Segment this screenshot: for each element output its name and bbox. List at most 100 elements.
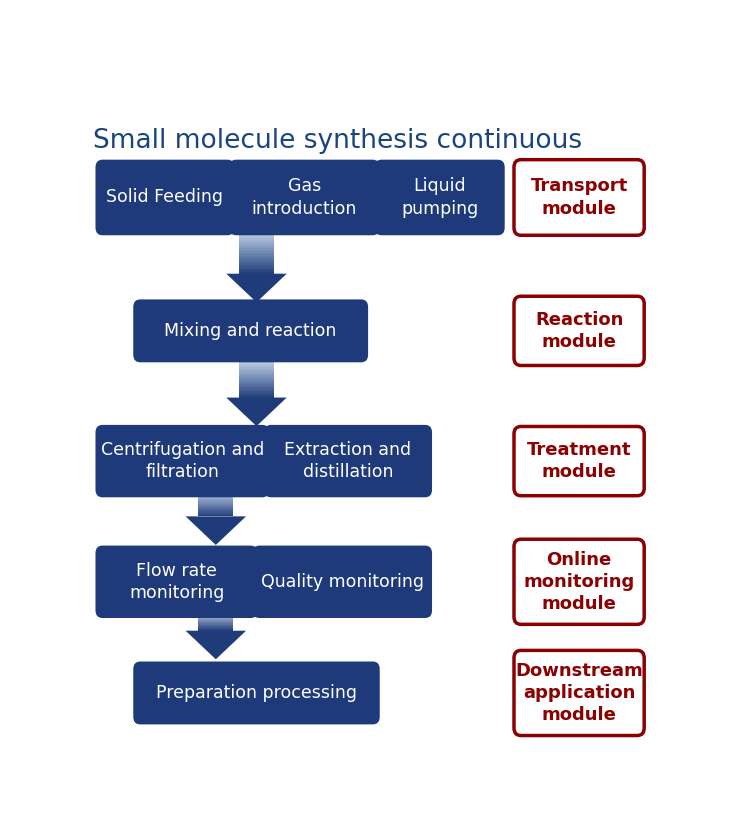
FancyBboxPatch shape <box>134 299 368 362</box>
Polygon shape <box>239 367 274 369</box>
Polygon shape <box>239 389 274 391</box>
Polygon shape <box>239 394 274 395</box>
Polygon shape <box>198 499 233 500</box>
Polygon shape <box>198 507 233 508</box>
Polygon shape <box>198 510 233 511</box>
Polygon shape <box>239 383 274 384</box>
FancyBboxPatch shape <box>514 650 644 736</box>
Polygon shape <box>198 504 233 505</box>
Polygon shape <box>239 268 274 269</box>
Polygon shape <box>239 241 274 243</box>
Polygon shape <box>198 512 233 513</box>
Polygon shape <box>239 237 274 238</box>
Polygon shape <box>239 360 274 361</box>
Polygon shape <box>198 497 233 498</box>
Polygon shape <box>198 509 233 510</box>
Text: Mixing and reaction: Mixing and reaction <box>164 322 337 340</box>
Polygon shape <box>239 361 274 362</box>
Polygon shape <box>239 244 274 246</box>
Polygon shape <box>239 393 274 394</box>
FancyBboxPatch shape <box>514 427 644 496</box>
Polygon shape <box>239 250 274 252</box>
Text: Reaction
module: Reaction module <box>535 311 623 351</box>
Polygon shape <box>239 259 274 261</box>
Polygon shape <box>198 492 233 493</box>
Text: Treatment
module: Treatment module <box>526 441 632 481</box>
Polygon shape <box>239 395 274 396</box>
Text: Downstream
application
module: Downstream application module <box>515 662 643 724</box>
Polygon shape <box>239 369 274 370</box>
Text: Online
monitoring
module: Online monitoring module <box>524 550 634 613</box>
Polygon shape <box>239 396 274 398</box>
Polygon shape <box>239 261 274 262</box>
Polygon shape <box>239 257 274 259</box>
Text: Small molecule synthesis continuous
reaction module: Small molecule synthesis continuous reac… <box>93 128 583 186</box>
Polygon shape <box>239 233 274 235</box>
Polygon shape <box>198 491 233 492</box>
Polygon shape <box>239 358 274 360</box>
Polygon shape <box>185 630 246 659</box>
Polygon shape <box>198 506 233 507</box>
Polygon shape <box>198 496 233 497</box>
Polygon shape <box>239 266 274 268</box>
Text: Flow rate
monitoring: Flow rate monitoring <box>129 562 224 602</box>
FancyBboxPatch shape <box>514 296 644 365</box>
Polygon shape <box>239 254 274 256</box>
Polygon shape <box>239 271 274 272</box>
Polygon shape <box>185 516 246 545</box>
Polygon shape <box>239 380 274 382</box>
Polygon shape <box>239 248 274 250</box>
Polygon shape <box>198 490 233 491</box>
FancyBboxPatch shape <box>374 160 505 235</box>
Polygon shape <box>239 373 274 374</box>
Polygon shape <box>239 269 274 271</box>
Polygon shape <box>239 253 274 254</box>
Polygon shape <box>239 364 274 365</box>
FancyBboxPatch shape <box>514 540 644 625</box>
FancyBboxPatch shape <box>134 662 380 724</box>
Polygon shape <box>239 243 274 244</box>
Polygon shape <box>239 235 274 237</box>
Text: Centrifugation and
filtration: Centrifugation and filtration <box>100 441 264 481</box>
Text: Transport
module: Transport module <box>530 177 628 218</box>
Polygon shape <box>239 384 274 386</box>
Polygon shape <box>198 493 233 494</box>
FancyBboxPatch shape <box>230 160 380 235</box>
FancyBboxPatch shape <box>253 545 432 618</box>
Polygon shape <box>198 511 233 512</box>
Polygon shape <box>239 366 274 367</box>
Polygon shape <box>226 398 286 427</box>
FancyBboxPatch shape <box>95 425 269 497</box>
Polygon shape <box>239 375 274 376</box>
Polygon shape <box>198 502 233 503</box>
Polygon shape <box>239 246 274 247</box>
Polygon shape <box>239 231 274 232</box>
Polygon shape <box>239 265 274 266</box>
Polygon shape <box>198 513 233 514</box>
Polygon shape <box>239 382 274 383</box>
Text: Quality monitoring: Quality monitoring <box>261 573 424 591</box>
Polygon shape <box>239 263 274 265</box>
Text: Extraction and
distillation: Extraction and distillation <box>284 441 412 481</box>
FancyBboxPatch shape <box>95 545 258 618</box>
Polygon shape <box>198 508 233 509</box>
Polygon shape <box>239 272 274 274</box>
Text: Liquid
pumping: Liquid pumping <box>401 177 478 218</box>
Polygon shape <box>198 515 233 516</box>
Polygon shape <box>198 494 233 495</box>
Polygon shape <box>239 232 274 233</box>
Text: Solid Feeding: Solid Feeding <box>106 188 224 206</box>
Polygon shape <box>239 378 274 380</box>
Polygon shape <box>226 274 286 302</box>
Polygon shape <box>239 386 274 387</box>
Polygon shape <box>198 514 233 515</box>
Polygon shape <box>239 362 274 364</box>
Polygon shape <box>198 503 233 504</box>
Polygon shape <box>239 256 274 257</box>
Polygon shape <box>239 252 274 253</box>
Polygon shape <box>239 238 274 239</box>
Polygon shape <box>239 229 274 231</box>
Polygon shape <box>239 262 274 263</box>
FancyBboxPatch shape <box>514 160 644 235</box>
FancyBboxPatch shape <box>95 160 235 235</box>
